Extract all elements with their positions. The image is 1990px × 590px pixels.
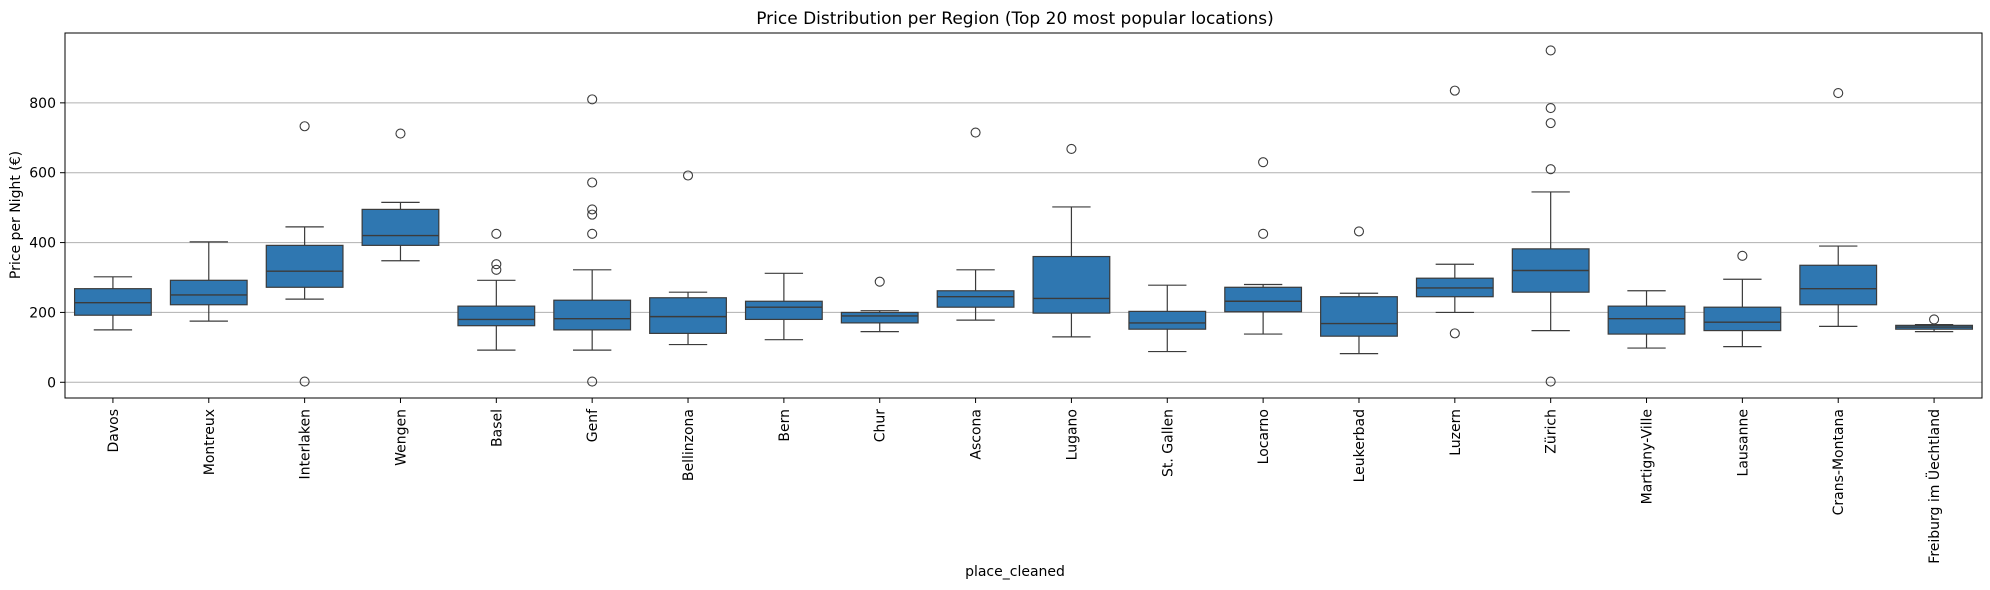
box-group xyxy=(457,228,536,351)
box-group xyxy=(553,94,632,387)
box-group xyxy=(936,127,1015,321)
iqr-box xyxy=(1320,296,1398,337)
iqr-box xyxy=(936,290,1015,308)
box-group xyxy=(649,170,727,346)
box-group xyxy=(73,276,152,331)
outlier-point xyxy=(587,94,598,105)
box-group xyxy=(1128,284,1207,353)
x-tick-label: Bellinzona xyxy=(681,409,697,481)
x-tick-label: Freiburg im Üechtland xyxy=(1925,409,1943,564)
iqr-box xyxy=(840,311,919,324)
boxes-layer xyxy=(73,45,1974,387)
outlier-point xyxy=(1737,250,1748,261)
x-axis-label: place_cleaned xyxy=(965,564,1065,580)
box-group xyxy=(1799,88,1878,327)
iqr-box xyxy=(1224,286,1303,313)
y-tick-label: 800 xyxy=(29,96,56,112)
x-tick-label: Genf xyxy=(585,408,601,442)
x-tick-label: Interlaken xyxy=(298,409,314,479)
outlier-point xyxy=(1449,85,1460,96)
x-tick-label: Martigny-Ville xyxy=(1640,409,1656,504)
box-group xyxy=(361,128,440,262)
chart-title: Price Distribution per Region (Top 20 mo… xyxy=(756,9,1274,29)
box-group xyxy=(1511,45,1590,387)
outlier-point xyxy=(682,170,694,181)
outlier-point xyxy=(1066,143,1077,155)
iqr-box xyxy=(744,300,823,321)
y-tick-label: 0 xyxy=(47,375,56,391)
y-gridlines xyxy=(65,102,1982,383)
y-tick-label: 600 xyxy=(29,166,56,182)
x-tick-label: Davos xyxy=(106,409,122,453)
iqr-box xyxy=(457,305,536,327)
iqr-box xyxy=(1607,305,1686,335)
x-tick-label: Wengen xyxy=(393,409,409,466)
iqr-box xyxy=(1128,310,1207,330)
y-tick-label: 200 xyxy=(29,305,56,321)
outlier-point xyxy=(395,128,406,139)
outlier-point xyxy=(587,228,598,239)
iqr-box xyxy=(361,208,440,246)
outlier-point xyxy=(1833,88,1844,99)
x-tick-label: Locarno xyxy=(1256,409,1272,464)
outlier-point xyxy=(1545,45,1556,56)
outlier-point xyxy=(1258,157,1269,168)
x-tick-label: Montreux xyxy=(202,409,218,475)
iqr-box xyxy=(649,297,727,334)
y-axis-label: Price per Night (€) xyxy=(8,151,24,279)
box-group xyxy=(1224,157,1303,335)
box-group xyxy=(169,241,248,322)
outlier-point xyxy=(1545,118,1556,129)
x-tick-label: Basel xyxy=(489,409,505,447)
outlier-point xyxy=(587,204,598,215)
x-tick-label: Ascona xyxy=(969,409,985,460)
outlier-point xyxy=(1545,103,1556,114)
outlier-point xyxy=(1929,314,1940,325)
x-axis-ticks: Davos Montreux Interlaken Wengen Basel Genf Be… xyxy=(106,398,1943,564)
outlier-point xyxy=(1353,226,1365,237)
x-tick-label: Lugano xyxy=(1064,409,1080,460)
box-group xyxy=(1032,143,1111,338)
x-tick-label: Zürich xyxy=(1544,409,1560,454)
iqr-box xyxy=(169,279,248,306)
box-group xyxy=(1607,290,1686,349)
outlier-point xyxy=(1545,376,1556,387)
outlier-point xyxy=(299,121,310,132)
iqr-box xyxy=(1799,264,1878,306)
x-tick-label: St. Gallen xyxy=(1160,409,1176,477)
box-group xyxy=(1895,314,1974,333)
x-tick-label: Bern xyxy=(777,409,793,442)
y-axis-ticks: 0 200 400 600 800 xyxy=(29,96,65,391)
x-tick-label: Crans-Montana xyxy=(1831,409,1847,515)
plot-frame xyxy=(64,32,1983,399)
box-group xyxy=(1415,85,1494,339)
box-group xyxy=(1320,226,1398,355)
outlier-point xyxy=(491,228,502,239)
outlier-point xyxy=(1545,164,1556,175)
y-tick-label: 400 xyxy=(29,236,56,252)
x-tick-label: Lausanne xyxy=(1735,409,1751,476)
outlier-point xyxy=(587,177,598,188)
outlier-point xyxy=(970,127,981,138)
x-tick-label: Luzern xyxy=(1448,409,1464,456)
box-group xyxy=(840,276,919,333)
iqr-box xyxy=(1703,306,1782,332)
iqr-box xyxy=(1032,255,1111,314)
iqr-box xyxy=(553,299,632,331)
box-group xyxy=(1703,250,1782,348)
outlier-point xyxy=(491,264,502,275)
x-tick-label: Chur xyxy=(873,409,889,443)
x-tick-label: Leukerbad xyxy=(1352,409,1368,482)
iqr-box xyxy=(265,244,344,288)
box-group xyxy=(744,272,823,341)
outlier-point xyxy=(587,376,598,387)
box-group xyxy=(265,121,344,387)
outlier-point xyxy=(299,376,310,387)
outlier-point xyxy=(491,259,502,270)
outlier-point xyxy=(1449,328,1460,339)
outlier-point xyxy=(1258,228,1269,239)
outlier-point xyxy=(587,209,598,220)
outlier-point xyxy=(874,276,885,287)
